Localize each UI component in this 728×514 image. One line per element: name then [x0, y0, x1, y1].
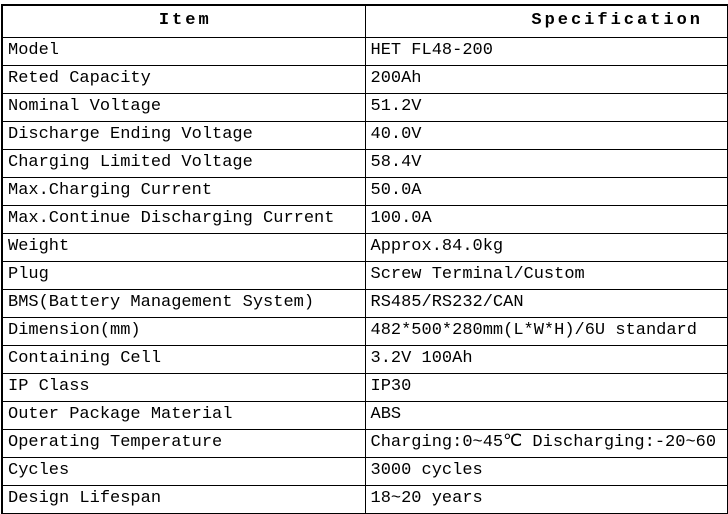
table-row: Reted Capacity 200Ah [1, 64, 728, 94]
item-cell: Model [1, 36, 366, 66]
spec-cell: 3.2V 100Ah [364, 344, 728, 374]
spec-cell: 40.0V [364, 120, 728, 150]
item-cell: Reted Capacity [1, 64, 366, 94]
spec-cell: 3000 cycles [364, 456, 728, 486]
item-cell: BMS(Battery Management System) [1, 288, 366, 318]
item-cell: Containing Cell [1, 344, 366, 374]
item-cell: Operating Temperature [1, 428, 366, 458]
item-cell: Max.Continue Discharging Current [1, 204, 366, 234]
table-row: Discharge Ending Voltage 40.0V [1, 120, 728, 150]
spec-cell: RS485/RS232/CAN [364, 288, 728, 318]
item-cell: Weight [1, 232, 366, 262]
item-cell: Cycles [1, 456, 366, 486]
spec-cell: Charging:0~45℃ Discharging:-20~60 [364, 428, 728, 458]
spec-cell: Screw Terminal/Custom [364, 260, 728, 290]
item-cell: Max.Charging Current [1, 176, 366, 206]
table-row: BMS(Battery Management System) RS485/RS23… [1, 288, 728, 318]
item-cell: Nominal Voltage [1, 92, 366, 122]
header-cell-item: Item [1, 4, 366, 38]
table-row: Design Lifespan 18~20 years [1, 484, 728, 514]
table-row: Charging Limited Voltage 58.4V [1, 148, 728, 178]
item-cell: Outer Package Material [1, 400, 366, 430]
spec-cell: IP30 [364, 372, 728, 402]
spec-cell: 51.2V [364, 92, 728, 122]
table-row: Cycles 3000 cycles [1, 456, 728, 486]
header-row: Item Specification [1, 4, 728, 38]
spec-cell: 100.0A [364, 204, 728, 234]
item-cell: Dimension(mm) [1, 316, 366, 346]
table-row: Weight Approx.84.0kg [1, 232, 728, 262]
specification-table: Item Specification Model HET FL48-200 Rete… [1, 4, 728, 514]
item-cell: Charging Limited Voltage [1, 148, 366, 178]
item-cell: IP Class [1, 372, 366, 402]
table-row: Dimension(mm) 482*500*280mm(L*W*H)/6U sta… [1, 316, 728, 346]
table-row: Operating Temperature Charging:0~45℃ Disc… [1, 428, 728, 458]
table-row: Containing Cell 3.2V 100Ah [1, 344, 728, 374]
spec-cell: 50.0A [364, 176, 728, 206]
table-row: Model HET FL48-200 [1, 36, 728, 66]
table-row: Outer Package Material ABS [1, 400, 728, 430]
spec-cell: 482*500*280mm(L*W*H)/6U standard [364, 316, 728, 346]
spec-cell: 200Ah [364, 64, 728, 94]
spec-cell: 18~20 years [364, 484, 728, 514]
table-row: Max.Continue Discharging Current 100.0A [1, 204, 728, 234]
item-cell: Discharge Ending Voltage [1, 120, 366, 150]
item-cell: Design Lifespan [1, 484, 366, 514]
spec-cell: Approx.84.0kg [364, 232, 728, 262]
table-body: Model HET FL48-200 Reted Capacity 200Ah Nomi… [1, 36, 728, 514]
table-row: Plug Screw Terminal/Custom [1, 260, 728, 290]
item-cell: Plug [1, 260, 366, 290]
table-row: Max.Charging Current 50.0A [1, 176, 728, 206]
spec-cell: 58.4V [364, 148, 728, 178]
table-header: Item Specification [1, 4, 728, 38]
header-cell-specification: Specification [364, 4, 728, 38]
spec-cell: ABS [364, 400, 728, 430]
table-row: IP Class IP30 [1, 372, 728, 402]
table-row: Nominal Voltage 51.2V [1, 92, 728, 122]
spec-cell: HET FL48-200 [364, 36, 728, 66]
